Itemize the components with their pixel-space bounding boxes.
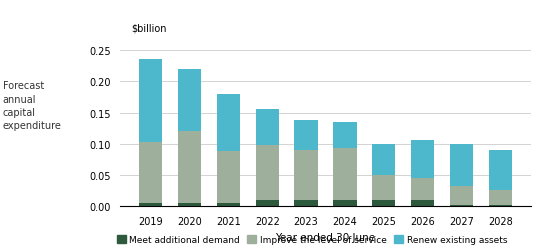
Bar	[255, 146, 279, 200]
Bar	[178, 70, 201, 132]
Bar	[411, 179, 434, 200]
Bar	[333, 149, 357, 200]
Bar	[178, 204, 201, 207]
Bar	[255, 200, 279, 207]
Bar	[217, 204, 240, 207]
X-axis label: Year ended 30 June: Year ended 30 June	[275, 232, 376, 242]
Bar	[488, 205, 512, 207]
Text: $billion: $billion	[131, 23, 167, 34]
Bar	[255, 110, 279, 146]
Bar	[178, 132, 201, 204]
Bar	[488, 191, 512, 205]
Text: Forecast
annual
capital
expenditure: Forecast annual capital expenditure	[3, 81, 62, 131]
Bar	[217, 152, 240, 204]
Bar	[294, 121, 318, 150]
Bar	[372, 200, 395, 207]
Bar	[450, 144, 473, 186]
Bar	[139, 142, 162, 204]
Bar	[450, 205, 473, 207]
Bar	[411, 140, 434, 179]
Legend: Meet additional demand, Improve the level of service, Renew existing assets: Meet additional demand, Improve the leve…	[113, 231, 511, 247]
Bar	[411, 200, 434, 207]
Bar	[217, 94, 240, 152]
Bar	[488, 150, 512, 191]
Bar	[372, 175, 395, 200]
Bar	[450, 186, 473, 205]
Bar	[333, 200, 357, 207]
Bar	[372, 144, 395, 175]
Bar	[333, 122, 357, 149]
Bar	[139, 204, 162, 207]
Bar	[294, 150, 318, 200]
Bar	[139, 60, 162, 142]
Bar	[294, 200, 318, 207]
